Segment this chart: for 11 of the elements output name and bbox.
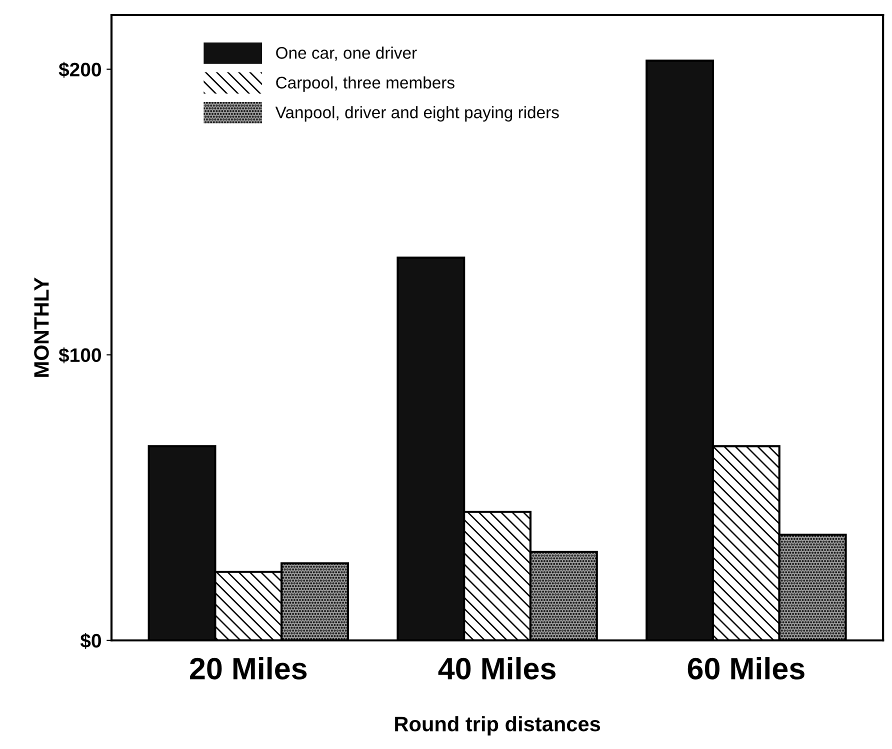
x-tick-label: 20 Miles [190, 657, 307, 680]
y-axis-title: MONTHLY [34, 277, 49, 377]
x-axis-title: Round trip distances [395, 716, 600, 736]
legend-label: Carpool, three members [276, 76, 454, 92]
y-tick-label: $0 [80, 633, 101, 649]
x-tick-label: 60 Miles [688, 657, 804, 680]
x-tick-label: 40 Miles [438, 657, 556, 680]
y-tick-label: $200 [58, 62, 101, 78]
y-tick-label: $100 [58, 347, 101, 364]
legend-label: One car, one driver [276, 46, 417, 61]
legend-label: Vanpool, driver and eight paying riders [275, 106, 559, 122]
